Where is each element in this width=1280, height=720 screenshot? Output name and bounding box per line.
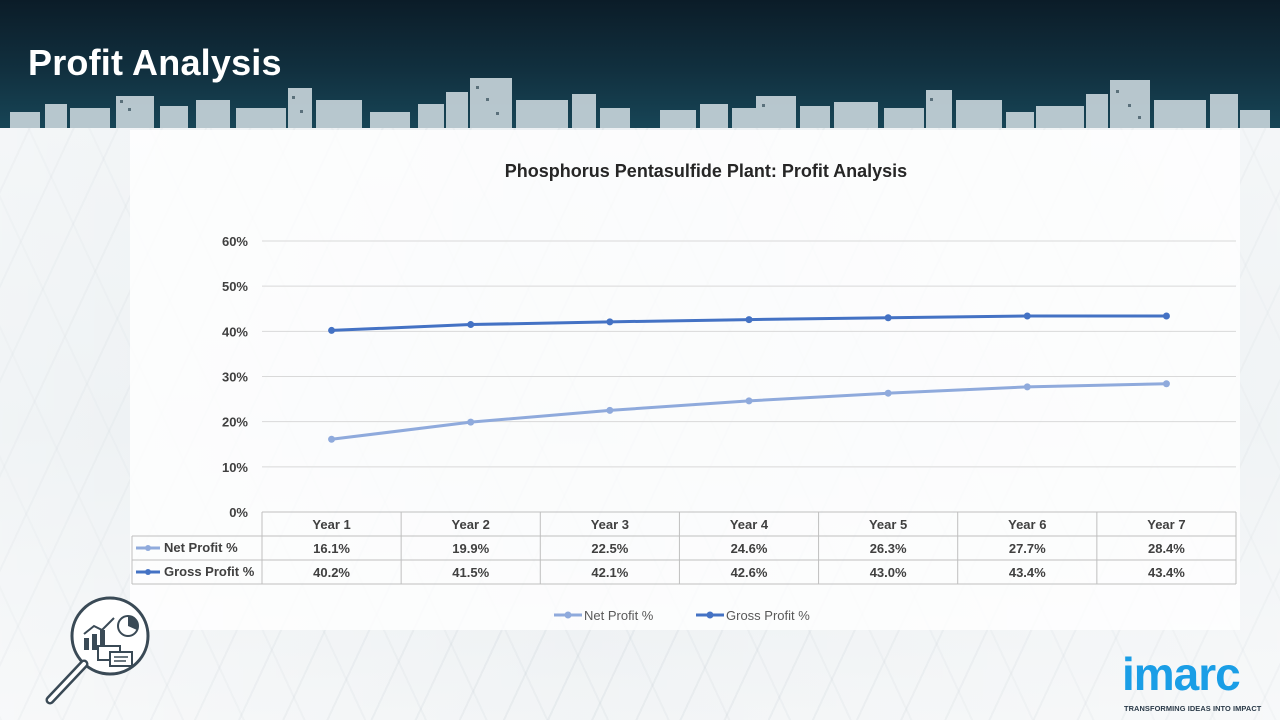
city-skyline [10,78,1270,128]
table-series-name: Net Profit % [164,540,238,555]
table-cell-value: 22.5% [591,541,628,556]
y-tick-label: 60% [222,234,248,249]
x-tick-label: Year 2 [452,517,490,532]
legend-label: Gross Profit % [726,608,810,623]
x-tick-label: Year 3 [591,517,629,532]
y-tick-label: 10% [222,460,248,475]
page-title: Profit Analysis [28,42,282,83]
table-legend-marker [145,569,151,575]
y-axis: 0% 10% 20% 30% 40% 50% 60% [222,234,248,520]
x-tick-label: Year 5 [869,517,907,532]
legend-marker [706,611,714,619]
table-cell-value: 28.4% [1148,541,1185,556]
x-tick-label: Year 6 [1008,517,1046,532]
table-cell-value: 43.0% [870,565,907,580]
y-tick-label: 30% [222,370,248,385]
table-cell-value: 43.4% [1148,565,1185,580]
data-point [884,389,892,397]
header-banner: Profit Analysis [0,0,1280,128]
data-point [328,435,336,443]
chart-panel: Phosphorus Pentasulfide Plant: Profit An… [130,130,1240,630]
table-cell-value: 43.4% [1009,565,1046,580]
logo-tagline: TRANSFORMING IDEAS INTO IMPACT [1124,704,1262,713]
data-point [884,314,892,322]
chart-legend: Net Profit % Gross Profit % [554,608,810,623]
data-point [745,316,753,324]
x-tick-label: Year 4 [730,517,769,532]
y-tick-label: 40% [222,324,248,339]
data-point [1162,312,1170,320]
table-cell-value: 27.7% [1009,541,1046,556]
table-cell-value: 40.2% [313,565,350,580]
table-cell-value: 41.5% [452,565,489,580]
chart-gridlines [262,240,1236,513]
table-series-name: Gross Profit % [164,564,255,579]
table-cell-value: 26.3% [870,541,907,556]
table-cell-value: 42.6% [731,565,768,580]
y-tick-label: 20% [222,415,248,430]
data-table: Year 1 Year 2 Year 3 Year 4 Year 5 Year 6 Year… [131,511,1237,585]
table-cell-value: 16.1% [313,541,350,556]
legend-marker [564,611,572,619]
data-point [745,397,753,405]
table-legend-marker [145,545,151,551]
legend-label: Net Profit % [584,608,654,623]
table-cell-value: 42.1% [591,565,628,580]
chart-title: Phosphorus Pentasulfide Plant: Profit An… [505,161,907,181]
series-line [331,382,1167,441]
imarc-logo: imarc TRANSFORMING IDEAS INTO IMPACT [1122,648,1272,718]
table-cell-value: 19.9% [452,541,489,556]
y-tick-label: 0% [229,505,248,520]
data-point [1023,312,1031,320]
data-point [1162,380,1170,388]
data-point [328,326,336,334]
data-point [1023,383,1031,391]
data-point [606,318,614,326]
x-tick-label: Year 7 [1147,517,1185,532]
data-point [467,418,475,426]
data-point [606,406,614,414]
table-cell-value: 24.6% [731,541,768,556]
x-tick-label: Year 1 [312,517,350,532]
analysis-magnifier-icon [45,596,150,705]
logo-text: imarc [1122,648,1241,700]
data-point [467,321,475,329]
y-tick-label: 50% [222,279,248,294]
chart-series [328,312,1170,443]
profit-chart: Phosphorus Pentasulfide Plant: Profit An… [131,161,1237,623]
